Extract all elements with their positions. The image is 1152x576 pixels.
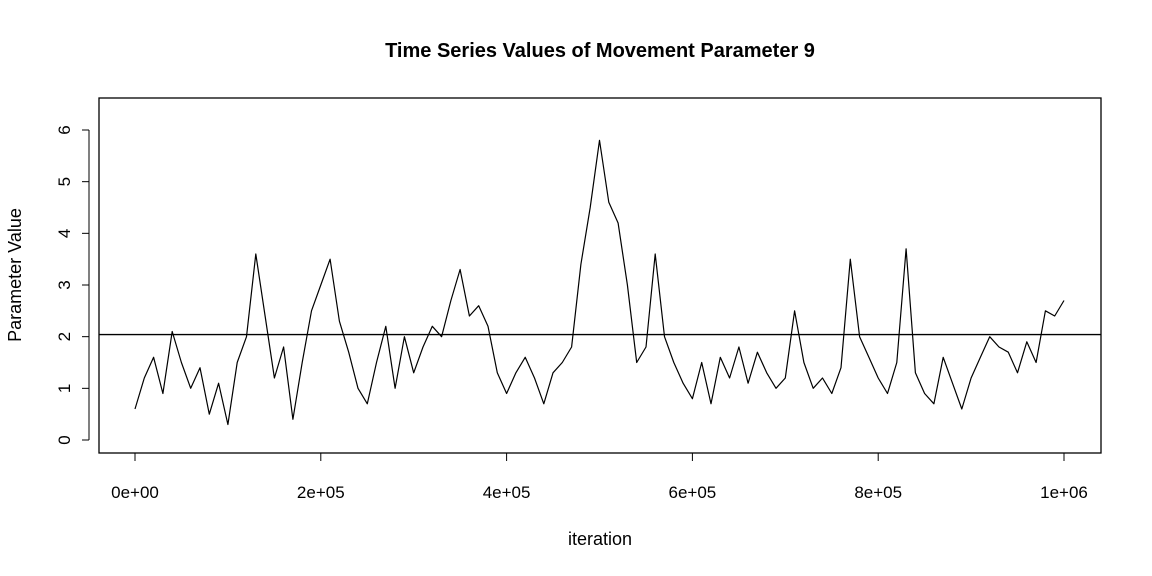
y-tick-label: 0 xyxy=(55,435,74,444)
chart-title: Time Series Values of Movement Parameter… xyxy=(385,40,815,62)
y-tick-label: 1 xyxy=(55,384,74,393)
x-tick-label: 8e+05 xyxy=(854,483,902,502)
y-tick-label: 2 xyxy=(55,332,74,341)
y-axis: 0 1 2 3 4 5 6 xyxy=(55,125,90,445)
y-axis-label: Parameter Value xyxy=(5,208,25,342)
series-line xyxy=(134,139,1065,426)
x-axis: 0e+00 2e+05 4e+05 6e+05 8e+05 1e+06 xyxy=(111,452,1088,502)
x-tick-label: 1e+06 xyxy=(1040,483,1088,502)
x-tick-label: 4e+05 xyxy=(483,483,531,502)
y-tick-label: 5 xyxy=(55,177,74,186)
plot-frame xyxy=(98,97,1102,454)
x-tick-label: 2e+05 xyxy=(297,483,345,502)
y-tick-label: 4 xyxy=(55,229,74,238)
y-tick-label: 6 xyxy=(55,125,74,134)
x-tick-label: 6e+05 xyxy=(669,483,717,502)
x-axis-label: iteration xyxy=(568,529,632,549)
x-tick-label: 0e+00 xyxy=(111,483,159,502)
y-tick-label: 3 xyxy=(55,280,74,289)
